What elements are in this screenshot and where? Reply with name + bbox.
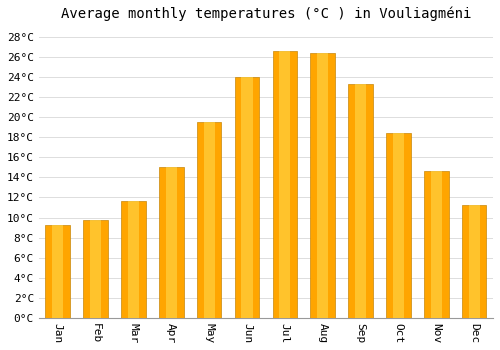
Bar bbox=[317, 53, 328, 318]
Bar bbox=[128, 202, 139, 318]
Bar bbox=[424, 172, 448, 318]
Bar bbox=[393, 133, 404, 318]
Bar bbox=[272, 51, 297, 318]
Bar bbox=[468, 205, 479, 318]
Bar bbox=[280, 51, 290, 318]
Title: Average monthly temperatures (°C ) in Vouliagméni: Average monthly temperatures (°C ) in Vo… bbox=[60, 7, 471, 21]
Bar bbox=[197, 122, 222, 318]
Bar bbox=[52, 225, 64, 318]
Bar bbox=[46, 225, 70, 318]
Bar bbox=[121, 202, 146, 318]
Bar bbox=[84, 219, 108, 318]
Bar bbox=[430, 172, 442, 318]
Bar bbox=[234, 77, 260, 318]
Bar bbox=[386, 133, 410, 318]
Bar bbox=[462, 205, 486, 318]
Bar bbox=[355, 84, 366, 318]
Bar bbox=[159, 167, 184, 318]
Bar bbox=[242, 77, 252, 318]
Bar bbox=[90, 219, 101, 318]
Bar bbox=[166, 167, 177, 318]
Bar bbox=[204, 122, 214, 318]
Bar bbox=[348, 84, 373, 318]
Bar bbox=[310, 53, 335, 318]
